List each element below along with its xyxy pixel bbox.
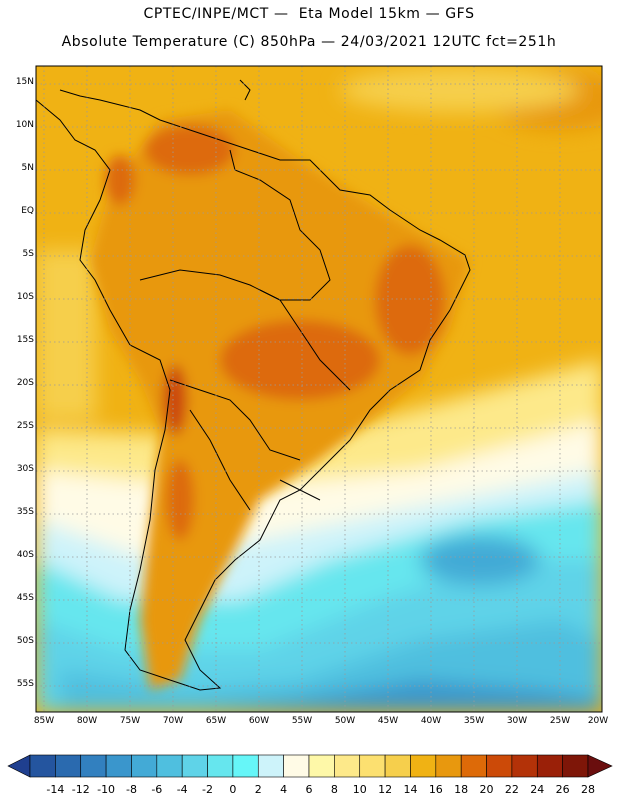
lat-label: 50S — [16, 636, 34, 646]
lat-label: 10N — [15, 120, 34, 130]
colorbar-swatch — [29, 754, 56, 778]
colorbar-tick-label: -8 — [125, 783, 137, 796]
colorbar-swatch — [384, 754, 411, 778]
lon-label: 25W — [549, 716, 571, 726]
colorbar-swatch — [308, 754, 335, 778]
colorbar-swatch — [511, 754, 538, 778]
colorbar-tick-label: 24 — [530, 783, 545, 796]
lat-label: 5S — [22, 249, 34, 259]
colorbar-tick-label: -6 — [151, 783, 163, 796]
lon-label: 50W — [334, 716, 356, 726]
temperature-field — [36, 66, 602, 712]
lat-label: 30S — [16, 464, 34, 474]
lat-label: 25S — [16, 421, 34, 431]
colorbar-tick-label: 4 — [280, 783, 288, 796]
lon-label: 85W — [33, 716, 55, 726]
lon-label: 75W — [119, 716, 141, 726]
colorbar-swatch — [80, 754, 107, 778]
colorbar-swatch — [257, 754, 284, 778]
lat-label: EQ — [21, 206, 34, 216]
colorbar-swatch — [562, 754, 589, 778]
colorbar-arrow-high — [587, 754, 613, 778]
lat-label: 40S — [16, 550, 34, 560]
lon-label: 70W — [162, 716, 184, 726]
lat-label: 35S — [16, 507, 34, 517]
lon-label: 40W — [420, 716, 442, 726]
colorbar-tick-label: 16 — [428, 783, 443, 796]
map-frame — [35, 65, 603, 713]
colorbar-swatch — [486, 754, 513, 778]
lon-label: 80W — [76, 716, 98, 726]
colorbar-tick-label: 20 — [479, 783, 494, 796]
colorbar-tick-label: 10 — [352, 783, 367, 796]
colorbar-tick-label: -10 — [97, 783, 116, 796]
colorbar-arrow-low — [7, 754, 31, 778]
title-line-2: Absolute Temperature (C) 850hPa — 24/03/… — [61, 34, 557, 50]
colorbar-tick-label: 18 — [454, 783, 469, 796]
lat-label: 15N — [15, 77, 34, 87]
colorbar-tick-label: 26 — [555, 783, 570, 796]
colorbar-tick-label: -12 — [71, 783, 90, 796]
colorbar-tick-label: -4 — [176, 783, 188, 796]
colorbar-tick-label: 8 — [330, 783, 338, 796]
colorbar-swatch — [131, 754, 158, 778]
colorbar-tick-label: 22 — [504, 783, 519, 796]
colorbar-tick-label: -2 — [202, 783, 214, 796]
colorbar-swatch — [460, 754, 487, 778]
colorbar-tick-label: 0 — [229, 783, 237, 796]
lon-label: 35W — [463, 716, 485, 726]
colorbar-swatch — [156, 754, 183, 778]
colorbar-tick-label: 14 — [403, 783, 418, 796]
colorbar-swatch — [283, 754, 310, 778]
colorbar-tick-label: 2 — [254, 783, 262, 796]
colorbar-swatch — [359, 754, 386, 778]
colorbar-swatch — [410, 754, 437, 778]
colorbar-swatch — [435, 754, 462, 778]
colorbar-tick-label: -14 — [46, 783, 65, 796]
lon-label: 20W — [587, 716, 609, 726]
title-line-1: CPTEC/INPE/MCT — Eta Model 15km — GFS — [143, 6, 475, 22]
lon-label: 55W — [291, 716, 313, 726]
lat-label: 45S — [16, 593, 34, 603]
lat-label: 10S — [16, 292, 34, 302]
colorbar-tick-label: 6 — [305, 783, 313, 796]
colorbar-tick-label: 12 — [378, 783, 393, 796]
lon-label: 45W — [377, 716, 399, 726]
colorbar-swatch — [55, 754, 82, 778]
colorbar-swatch — [334, 754, 361, 778]
lat-label: 55S — [16, 679, 34, 689]
lat-label: 15S — [16, 335, 34, 345]
colorbar-tick-label: 28 — [581, 783, 595, 796]
lon-label: 60W — [248, 716, 270, 726]
colorbar-swatch — [232, 754, 259, 778]
colorbar-swatch — [105, 754, 132, 778]
coastlines — [36, 79, 471, 691]
colorbar-swatch — [207, 754, 234, 778]
lat-label: 5N — [21, 163, 34, 173]
colorbar-swatch — [181, 754, 208, 778]
colorbar — [7, 754, 613, 778]
colorbar-swatch — [536, 754, 563, 778]
lat-label: 20S — [16, 378, 34, 388]
lon-label: 65W — [205, 716, 227, 726]
lon-label: 30W — [506, 716, 528, 726]
